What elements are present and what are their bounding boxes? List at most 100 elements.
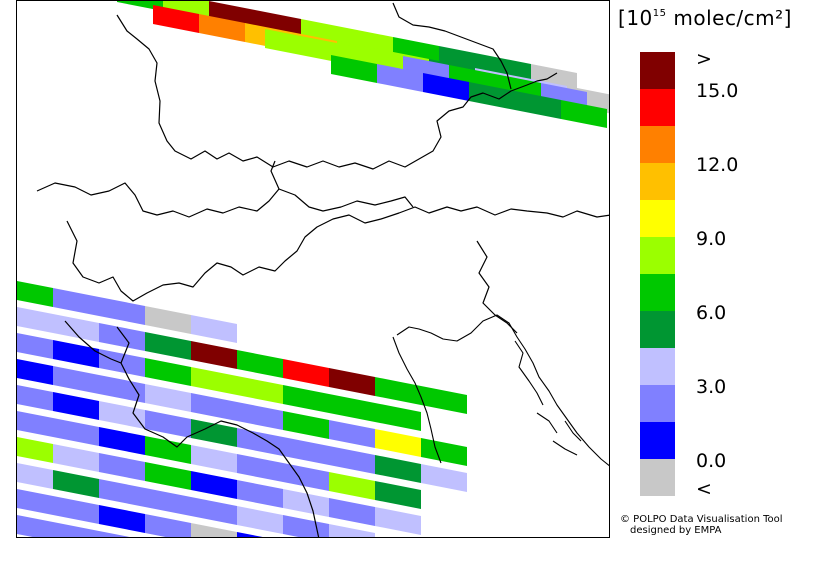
swath-pixel bbox=[117, 1, 163, 11]
swath-pixel bbox=[53, 288, 99, 316]
swath-pixel bbox=[145, 436, 191, 464]
swath-pixel bbox=[283, 359, 329, 387]
colorbar-swatch bbox=[640, 89, 675, 126]
colorbar-legend: [1015 molec/cm²] > 15.0 12.0 9.0 6.0 3.0… bbox=[612, 0, 813, 566]
swath-pixel bbox=[375, 403, 421, 431]
swath-pixel bbox=[265, 29, 311, 57]
swath-pixel bbox=[283, 411, 329, 439]
colorbar-swatch bbox=[640, 200, 675, 237]
country-borders bbox=[36, 2, 609, 537]
swath-pixel bbox=[237, 532, 263, 537]
swath-pixel bbox=[375, 377, 421, 405]
colorbar-swatch bbox=[640, 422, 675, 459]
swath-pixel bbox=[191, 315, 237, 343]
colorbar-swatch bbox=[640, 163, 675, 200]
swath-pixels bbox=[17, 1, 609, 537]
swath-pixel bbox=[145, 514, 191, 537]
tick-label: 6.0 bbox=[696, 302, 727, 324]
swath-pixel bbox=[421, 464, 467, 492]
swath-pixel bbox=[53, 522, 99, 537]
italy-slovenia-border bbox=[476, 240, 518, 334]
swath-pixel bbox=[53, 340, 99, 368]
swath-pixel bbox=[329, 394, 375, 422]
swath-pixel bbox=[53, 392, 99, 420]
swath-pixel bbox=[17, 488, 53, 515]
swath-pixel bbox=[17, 514, 53, 537]
swath-pixel bbox=[145, 488, 191, 516]
swath-pixel bbox=[283, 489, 329, 517]
swath-pixel bbox=[17, 280, 53, 307]
swath-pixel bbox=[283, 463, 329, 491]
swath-pixel bbox=[375, 455, 421, 483]
swath-pixel bbox=[53, 470, 99, 498]
swath-pixel bbox=[99, 453, 145, 481]
swath-pixel bbox=[191, 367, 237, 395]
swath-pixel bbox=[53, 444, 99, 472]
satellite-swath-map bbox=[17, 1, 609, 537]
legend-title: [1015 molec/cm²] bbox=[618, 6, 792, 30]
tick-label: < bbox=[696, 478, 712, 500]
swath-pixel bbox=[191, 341, 237, 369]
swath-pixel bbox=[329, 368, 375, 396]
swath-pixel bbox=[423, 73, 469, 101]
france-italy-border bbox=[116, 326, 320, 537]
swath-pixel bbox=[237, 350, 283, 378]
legend-title-exponent: 15 bbox=[652, 8, 667, 19]
switzerland-north-border bbox=[36, 160, 280, 218]
swath-pixel bbox=[145, 332, 191, 360]
colorbar-swatch bbox=[640, 126, 675, 163]
swath-pixel bbox=[53, 366, 99, 394]
swath-pixel bbox=[53, 418, 99, 446]
swath-pixel bbox=[17, 384, 53, 411]
adriatic-coastline bbox=[392, 314, 609, 467]
swath-pixel bbox=[331, 55, 377, 83]
tick-label: 12.0 bbox=[696, 154, 739, 176]
swath-pixel bbox=[191, 471, 237, 499]
swath-pixel bbox=[421, 386, 467, 414]
tick-label: 15.0 bbox=[696, 80, 739, 102]
swath-pixel bbox=[145, 306, 191, 334]
colorbar-swatch bbox=[640, 237, 675, 274]
austria-italy-border bbox=[278, 188, 414, 212]
swath-pixel bbox=[99, 531, 130, 537]
colorbar-swatch bbox=[640, 274, 675, 311]
swath-pixel bbox=[237, 428, 283, 456]
tick-label: > bbox=[696, 48, 712, 70]
swath-pixel bbox=[17, 332, 53, 359]
swath-pixel bbox=[561, 100, 607, 128]
swath-pixel bbox=[145, 384, 191, 412]
swath-pixel bbox=[53, 496, 99, 524]
germany-austria-border bbox=[116, 14, 558, 170]
swath-pixel bbox=[191, 497, 237, 525]
colorbar-swatch bbox=[640, 348, 675, 385]
swath-pixel bbox=[191, 419, 237, 447]
colorbar-swatch bbox=[640, 52, 675, 89]
credit-line: © POLPO Data Visualisation Tool bbox=[620, 514, 783, 525]
swath-pixel bbox=[199, 14, 245, 42]
swath-pixel bbox=[99, 401, 145, 429]
swath-pixel bbox=[237, 402, 283, 430]
map-frame bbox=[16, 0, 610, 538]
swath-pixel bbox=[99, 297, 145, 325]
swath-pixel bbox=[17, 410, 53, 437]
swath-pixel bbox=[17, 436, 53, 463]
swath-pixel bbox=[99, 375, 145, 403]
swath-pixel bbox=[145, 410, 191, 438]
west-border bbox=[64, 320, 122, 364]
swath-pixel bbox=[191, 393, 237, 421]
swath-pixel bbox=[329, 420, 375, 448]
swath-pixel bbox=[237, 376, 283, 404]
swath-pixel bbox=[329, 446, 375, 474]
swath-pixel bbox=[375, 429, 421, 457]
swath-pixel bbox=[375, 481, 421, 509]
colorbar-swatch bbox=[640, 311, 675, 348]
swath-pixel bbox=[17, 358, 53, 385]
swath-pixel bbox=[17, 306, 53, 333]
czech-border bbox=[392, 2, 512, 90]
legend-title-unit: molec/cm² bbox=[673, 6, 784, 30]
switzerland-south-border bbox=[66, 206, 609, 302]
legend-title-base: 10 bbox=[626, 6, 653, 30]
swath-pixel bbox=[145, 462, 191, 490]
colorbar-swatch bbox=[640, 459, 675, 496]
swath-pixel bbox=[283, 385, 329, 413]
